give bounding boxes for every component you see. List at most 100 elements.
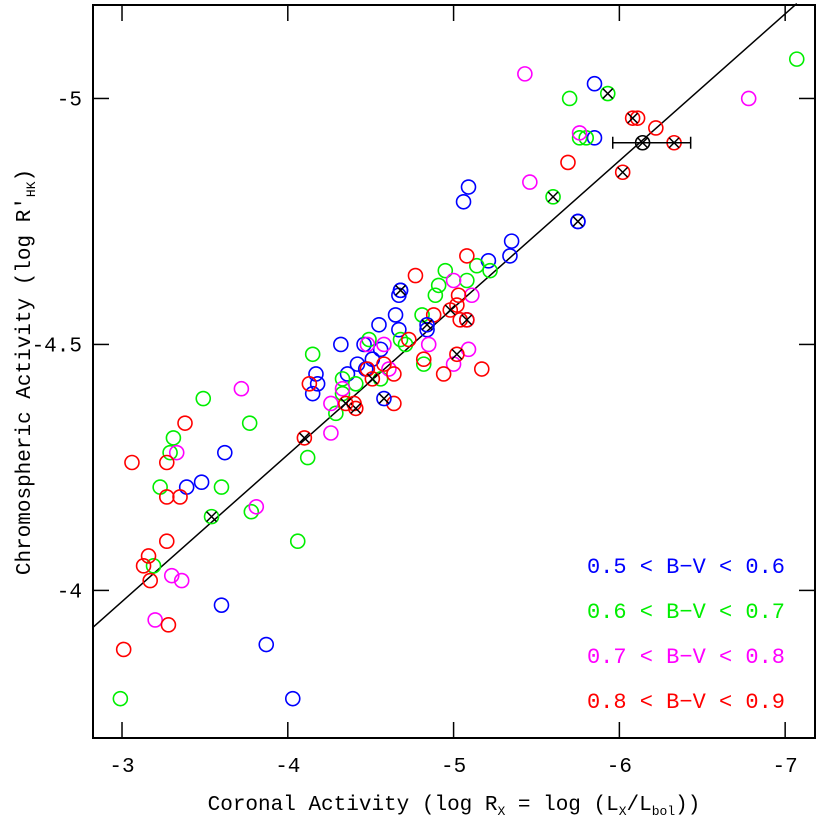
point xyxy=(502,248,518,264)
point xyxy=(258,636,275,653)
point xyxy=(309,375,326,392)
point xyxy=(414,307,430,323)
point-cross xyxy=(627,112,639,124)
point-cross xyxy=(602,88,614,100)
point xyxy=(158,489,175,505)
point-cross xyxy=(451,348,463,360)
point xyxy=(437,262,454,279)
point xyxy=(419,321,435,338)
point xyxy=(177,415,193,431)
x-tick-label: -3 xyxy=(109,756,134,779)
point xyxy=(586,75,603,92)
legend-entry: 0.5 < B−V < 0.6 xyxy=(587,555,785,580)
point xyxy=(248,498,265,515)
y-label-part: Chromospheric Activity (log R′ xyxy=(14,197,37,575)
point xyxy=(445,272,462,289)
point xyxy=(284,690,301,707)
point xyxy=(614,164,631,181)
point-cross xyxy=(378,393,390,405)
x-label-part: Coronal Activity (log R xyxy=(208,794,498,817)
point xyxy=(459,248,475,264)
point xyxy=(347,400,364,417)
point xyxy=(435,366,452,382)
legend-entry: 0.8 < B−V < 0.9 xyxy=(587,690,785,715)
point xyxy=(165,430,182,446)
point xyxy=(624,110,641,126)
point xyxy=(304,385,321,402)
point xyxy=(213,597,230,613)
point xyxy=(328,405,344,422)
point xyxy=(599,85,616,102)
legend-entry: 0.7 < B−V < 0.8 xyxy=(587,645,785,670)
legend-entry: 0.6 < B−V < 0.7 xyxy=(587,600,785,625)
point xyxy=(140,548,157,564)
point xyxy=(142,572,158,589)
point xyxy=(158,454,175,471)
point-cross xyxy=(366,373,378,385)
point xyxy=(468,257,485,274)
point xyxy=(372,341,389,358)
point xyxy=(570,213,586,230)
point-cross xyxy=(340,397,352,410)
point xyxy=(420,336,437,353)
point xyxy=(333,336,349,353)
point xyxy=(243,503,260,520)
point xyxy=(296,430,313,446)
point xyxy=(289,533,306,550)
point xyxy=(371,316,387,333)
point xyxy=(347,375,364,392)
point xyxy=(482,262,498,279)
point xyxy=(112,690,129,707)
point xyxy=(364,371,381,387)
point xyxy=(372,371,389,387)
y-axis-label: Chromospheric Activity (log R′HK) xyxy=(14,169,39,575)
point xyxy=(124,454,140,471)
point xyxy=(162,444,178,461)
x-axis-label: Coronal Activity (log RX = log (LX/Lbol)… xyxy=(208,794,701,819)
point xyxy=(788,51,805,67)
point xyxy=(359,336,376,353)
point xyxy=(168,444,185,461)
x-label-part: = log (L xyxy=(505,794,618,817)
point xyxy=(401,331,417,348)
point xyxy=(173,572,190,589)
point xyxy=(450,287,467,304)
point xyxy=(338,395,354,412)
point xyxy=(391,321,407,338)
point xyxy=(571,130,588,146)
y-tick-label: -4.5 xyxy=(32,335,82,358)
point-cross xyxy=(617,166,629,178)
point xyxy=(381,361,397,377)
point xyxy=(135,558,152,574)
point xyxy=(442,302,459,318)
point-cross xyxy=(444,304,456,316)
point xyxy=(299,449,316,466)
point xyxy=(359,361,376,377)
x-tick-label: -6 xyxy=(607,756,632,779)
point xyxy=(522,174,538,190)
point xyxy=(392,331,409,348)
x-tick-label: -5 xyxy=(441,756,466,779)
point xyxy=(387,307,404,323)
point xyxy=(203,508,220,525)
point xyxy=(323,425,339,441)
point xyxy=(415,351,432,368)
point xyxy=(503,233,520,249)
point xyxy=(308,366,324,382)
point xyxy=(586,130,603,146)
x-label-part: bol xyxy=(652,804,676,819)
point xyxy=(455,193,472,210)
point xyxy=(427,287,444,304)
point xyxy=(460,179,477,195)
point xyxy=(571,125,588,141)
point xyxy=(517,66,533,82)
x-label-part: )) xyxy=(675,794,700,817)
point xyxy=(323,395,339,412)
point xyxy=(213,479,230,495)
point xyxy=(376,336,392,353)
point xyxy=(407,267,424,284)
point xyxy=(193,474,210,490)
point xyxy=(561,90,578,107)
point xyxy=(545,189,561,205)
